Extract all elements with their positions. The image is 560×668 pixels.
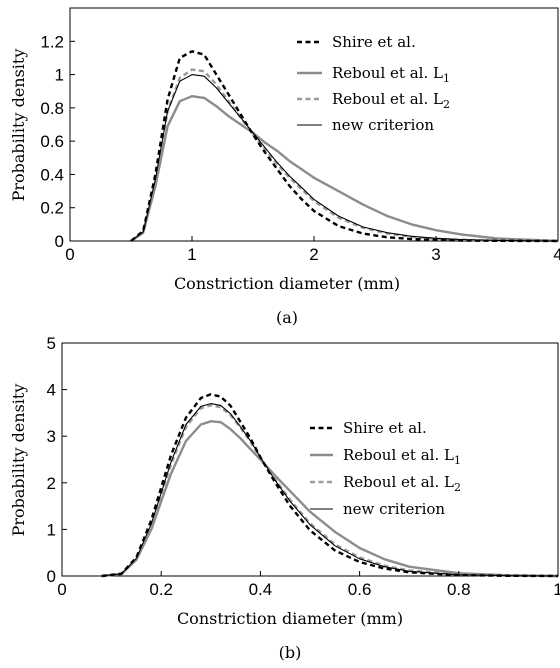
y-tick-label: 1 — [47, 520, 56, 539]
y-tick-label: 0.4 — [40, 165, 64, 184]
y-tick-label: 3 — [47, 427, 56, 446]
y-tick-label: 1 — [55, 66, 64, 85]
legend: Shire et al. Reboul et al. L1 Reboul et … — [297, 33, 450, 134]
series-line-shire — [101, 393, 559, 578]
y-tick-label: 0 — [55, 232, 64, 251]
x-axis-label: Constriction diameter (mm) — [174, 274, 400, 293]
caption-a: (a) — [276, 308, 298, 327]
x-tick-label: 4 — [553, 245, 560, 264]
legend-label-reboul-l1: Reboul et al. L1 — [343, 446, 461, 467]
series-line-new-criterion — [130, 74, 559, 242]
x-tick-label: 0.2 — [149, 580, 173, 599]
x-tick-layer: 0 0.2 0.4 0.6 0.8 1 — [57, 571, 560, 599]
x-tick-label: 0.8 — [447, 580, 471, 599]
x-tick-label: 1 — [553, 580, 560, 599]
series-line-reboul-l2 — [101, 404, 559, 578]
legend-label-shire: Shire et al. — [332, 33, 416, 51]
y-axis-label: Probability density — [9, 384, 28, 537]
series-line-reboul-l1 — [130, 94, 559, 243]
x-tick-label: 0.4 — [249, 580, 273, 599]
plot-frame — [61, 342, 559, 577]
y-tick-layer: 0 1 2 3 4 5 — [47, 334, 67, 586]
y-axis-label: Probability density — [9, 49, 28, 202]
series-layer — [101, 393, 559, 578]
legend-label-new-criterion: new criterion — [332, 116, 434, 134]
x-tick-label: 3 — [431, 245, 440, 264]
x-tick-label: 0 — [57, 580, 66, 599]
chart-panel-a: 0 1 2 3 4 0 0.2 0.4 0.6 0.8 1 1.2 Constriction dia… — [9, 7, 560, 327]
x-axis-label: Constriction diameter (mm) — [177, 609, 403, 628]
series-layer — [130, 50, 559, 243]
y-tick-label: 0.8 — [40, 99, 64, 118]
legend-label-reboul-l1: Reboul et al. L1 — [332, 64, 450, 85]
chart-panel-b: 0 0.2 0.4 0.6 0.8 1 0 1 2 3 4 5 Constriction diame… — [9, 334, 560, 662]
y-tick-layer: 0 0.2 0.4 0.6 0.8 1 1.2 — [40, 32, 75, 251]
legend-label-reboul-l2: Reboul et al. L2 — [343, 473, 461, 494]
series-line-reboul-l2 — [130, 68, 559, 243]
x-tick-label: 2 — [309, 245, 318, 264]
legend-label-new-criterion: new criterion — [343, 500, 445, 518]
y-tick-label: 5 — [47, 334, 56, 353]
y-tick-label: 4 — [47, 381, 56, 400]
y-tick-label: 0.2 — [40, 199, 64, 218]
x-tick-label: 0.6 — [348, 580, 372, 599]
series-line-new-criterion — [101, 403, 559, 577]
y-tick-label: 0 — [47, 567, 56, 586]
x-tick-label: 1 — [187, 245, 196, 264]
legend: Shire et al. Reboul et al. L1 Reboul et … — [310, 419, 461, 518]
y-tick-label: 0.6 — [40, 132, 64, 151]
x-tick-layer: 0 1 2 3 4 — [65, 236, 560, 264]
series-line-shire — [130, 50, 559, 243]
caption-b: (b) — [279, 643, 302, 662]
x-tick-label: 0 — [65, 245, 74, 264]
y-tick-label: 2 — [47, 474, 56, 493]
legend-label-shire: Shire et al. — [343, 419, 427, 437]
series-line-reboul-l1 — [101, 420, 559, 578]
legend-label-reboul-l2: Reboul et al. L2 — [332, 90, 450, 111]
y-tick-label: 1.2 — [40, 32, 64, 51]
